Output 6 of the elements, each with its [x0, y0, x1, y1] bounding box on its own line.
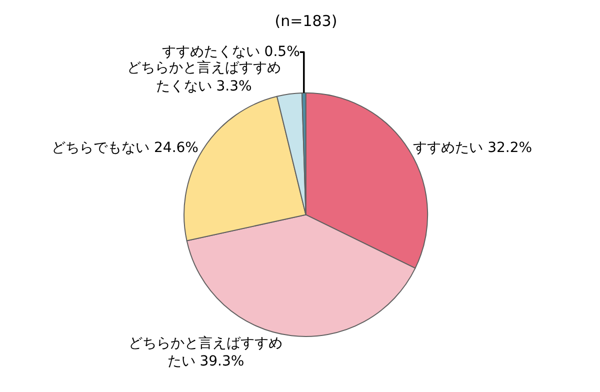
slice-label: どちらかと言えばすすめたい 39.3% — [128, 335, 283, 370]
slice-label: どちらでもない 24.6% — [52, 140, 198, 156]
slice-label: すすめたい 32.2% — [413, 140, 532, 156]
chart-title: (n=183) — [274, 12, 338, 30]
slice-label: どちらかと言えばすすめたくない 3.3% — [126, 60, 281, 94]
slice-label: すすめたくない 0.5% — [162, 44, 300, 60]
